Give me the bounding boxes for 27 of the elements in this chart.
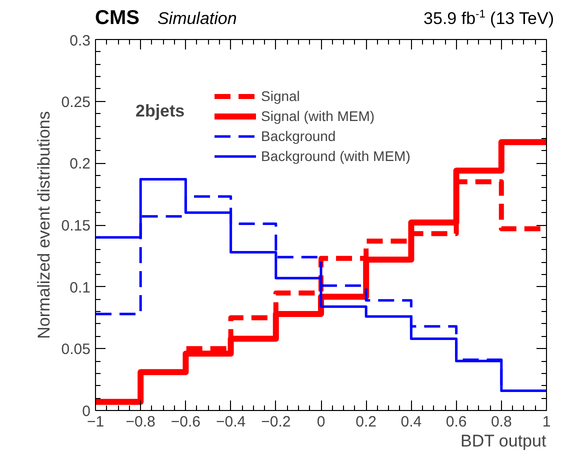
- x-tick-label: 0.4: [400, 414, 422, 430]
- x-tick-label: 0.8: [490, 414, 512, 430]
- annotation: 2bjets: [136, 102, 185, 120]
- y-tick-label: 0.1: [70, 279, 91, 296]
- x-tick-label: −0.2: [261, 414, 291, 430]
- legend-label: Signal (with MEM): [261, 108, 375, 124]
- x-tick-label: −0.8: [126, 414, 156, 430]
- legend-label: Background (with MEM): [261, 148, 410, 164]
- legend-label: Signal: [261, 88, 300, 104]
- y-tick-label: 0.15: [61, 218, 91, 234]
- y-axis-title: Normalized event distributions: [34, 111, 54, 339]
- chart-subtitle: Simulation: [157, 8, 237, 30]
- x-tick-label: 0.2: [356, 414, 377, 430]
- x-tick-label: 0.6: [446, 414, 467, 430]
- y-tick-label: 0.25: [61, 94, 91, 111]
- text: 35.9 fb$^{-1}$ (13 TeV): [424, 7, 554, 30]
- x-tick-label: 0: [316, 414, 326, 430]
- y-tick-label: 0.3: [70, 32, 91, 50]
- y-tick-label: 0.2: [70, 156, 91, 173]
- y-tick-label: 0: [82, 403, 90, 420]
- x-tick-label: −0.6: [170, 414, 201, 430]
- x-axis-title: BDT output: [460, 432, 546, 450]
- x-tick-label: −0.4: [216, 414, 246, 430]
- y-tick-label: 0.05: [61, 341, 91, 358]
- legend-label: Background: [261, 128, 336, 144]
- chart-title: CMS: [95, 6, 140, 31]
- x-tick-label: 1: [542, 414, 551, 430]
